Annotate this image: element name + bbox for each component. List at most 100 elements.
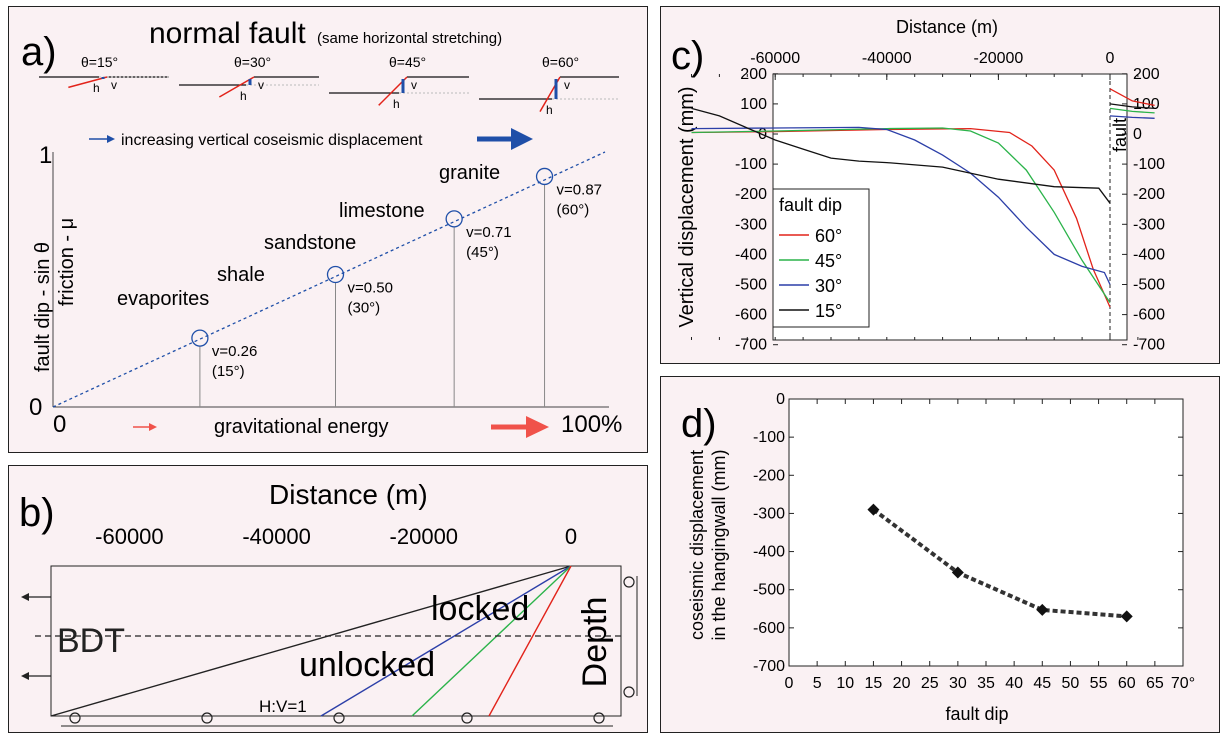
d-x-tick-label-8: 40 [1005, 675, 1023, 692]
b-ticks: -60000 -40000 -20000 0 [95, 524, 577, 549]
big-blue-arrow-head [511, 128, 533, 150]
left-arrow-top-head [21, 593, 29, 601]
panel-d-xlabel: fault dip [945, 704, 1008, 724]
b-faults [50, 565, 572, 717]
sketch-h-1: h [240, 89, 247, 103]
sketch-v-3: v [564, 78, 570, 92]
data-point-2 [445, 210, 463, 228]
c-x-tick-label-0: -60000 [750, 50, 800, 67]
arrow-top-label: increasing vertical coseismic displaceme… [121, 132, 423, 149]
sketch-h-0: h [93, 81, 100, 95]
panel-d-ylabel-1: coseismic displacement [687, 450, 707, 640]
panel-c-ylabel: Vertical displacement (mm) [676, 86, 698, 327]
panel-c: c) Distance (m) Vertical displacement (m… [660, 6, 1220, 364]
label-locked: locked [431, 590, 529, 628]
y-bottom-tick: 0 [29, 394, 42, 421]
c-series-line-0 [691, 127, 1111, 308]
panel-b-letter: b) [19, 491, 55, 535]
c-x-tick-label-1: -40000 [862, 50, 912, 67]
panel-c-svg: c) Distance (m) Vertical displacement (m… [671, 17, 1165, 354]
panel-c-title: Distance (m) [896, 17, 998, 37]
c-y-tick-label-left-8: -600 [735, 307, 767, 324]
d-x-tick-label-12: 60 [1118, 675, 1136, 692]
d-x-tick-label-14: 70° [1171, 675, 1195, 692]
panel-a: a) normal fault (same horizontal stretch… [8, 6, 648, 453]
d-data-marker-3 [1120, 610, 1133, 623]
d-data-marker-2 [1036, 603, 1049, 616]
b-rollers [69, 712, 605, 724]
v-label-0: v=0.26 [212, 343, 257, 360]
y-label-1: fault dip - sin θ [32, 242, 54, 372]
rock-limestone: limestone [339, 200, 425, 222]
legend-box [772, 188, 870, 328]
c-y-tick-label-right-6: -400 [1133, 246, 1165, 263]
panel-d-letter: d) [681, 402, 717, 446]
sketch-v-1: v [258, 78, 264, 92]
label-unlocked: unlocked [299, 646, 435, 684]
d-x-tick-label-6: 30 [949, 675, 967, 692]
c-y-tick-label-left-6: -400 [735, 246, 767, 263]
roller-bottom-2 [333, 712, 345, 724]
c-series-right-0 [1109, 88, 1155, 107]
b-tick-label-1: -40000 [242, 524, 311, 549]
d-data-marker-1 [951, 566, 964, 579]
angle-label-1: (30°) [348, 300, 381, 317]
roller-bottom-1 [201, 712, 213, 724]
roller-bottom-0 [69, 712, 81, 724]
d-x-tick-label-2: 10 [836, 675, 854, 692]
c-y-tick-label-right-2: 0 [1133, 126, 1142, 143]
b-tick-label-0: -60000 [95, 524, 164, 549]
sketch-label-60: θ=60° [542, 54, 579, 70]
c-y-tick-label-left-1: 100 [740, 96, 767, 113]
fault-plane-0 [68, 76, 108, 89]
sketch-label-30: θ=30° [234, 54, 271, 70]
d-x-tick-label-5: 25 [921, 675, 939, 692]
c-x-tick-label-3: 0 [1106, 50, 1115, 67]
d-y-tick-label-2: -200 [753, 467, 785, 484]
d-x-tick-label-11: 55 [1090, 675, 1108, 692]
arrow-bottom-label: gravitational energy [214, 416, 389, 438]
fault-line-3 [488, 565, 572, 717]
fault-plane-1 [218, 76, 255, 98]
y-label-2: friction - μ [56, 218, 78, 306]
panel-d-svg: d) coseismic displacement in the hanging… [681, 391, 1195, 724]
y-top-tick: 1 [39, 142, 52, 169]
data-point-1 [326, 265, 345, 284]
b-tick-label-2: -20000 [390, 524, 459, 549]
a-points: v=0.26 (15°) v=0.50 (30°) v=0.71 (45°) v=0.87 (… [191, 167, 602, 407]
d-x-tick-label-9: 45 [1033, 675, 1051, 692]
d-y-tick-label-0: 0 [776, 391, 785, 408]
d-line [867, 503, 1133, 623]
sketch-v-0: v [111, 78, 117, 92]
fault-line-1 [320, 565, 572, 717]
v-label-2: v=0.71 [466, 224, 511, 241]
roller-right-bottom [623, 686, 635, 698]
big-red-arrow-head [526, 416, 549, 438]
b-tick-label-3: 0 [565, 524, 577, 549]
d-x-tick-label-13: 65 [1146, 675, 1164, 692]
roller-bottom-4 [593, 712, 605, 724]
angle-label-2: (45°) [466, 244, 499, 261]
v-label-3: v=0.87 [557, 181, 602, 198]
d-plot-frame [788, 398, 1184, 667]
rock-granite: granite [439, 162, 500, 184]
d-series-line [872, 507, 1127, 619]
legend-entries: 60° 45° 30° 15° [779, 226, 842, 321]
fault-line-0 [50, 565, 572, 717]
data-point-3 [535, 167, 554, 186]
d-y-tick-label-1: -100 [753, 429, 785, 446]
c-series-line-3 [691, 107, 1111, 204]
c-series-right-2 [1109, 115, 1155, 119]
c-lines [691, 88, 1155, 308]
c-y-tick-label-right-5: -300 [1133, 216, 1165, 233]
c-y-tick-label-right-9: -700 [1133, 337, 1165, 354]
c-y-tick-label-left-7: -500 [735, 277, 767, 294]
c-y-tick-label-left-9: -700 [735, 337, 767, 354]
sketch-h-2: h [393, 97, 400, 111]
rock-sandstone: sandstone [264, 232, 356, 254]
d-x-tick-label-4: 20 [893, 675, 911, 692]
left-arrow-bottom-head [21, 672, 29, 680]
c-y-tick-label-right-8: -600 [1133, 307, 1165, 324]
c-y-tick-label-left-5: -300 [735, 216, 767, 233]
